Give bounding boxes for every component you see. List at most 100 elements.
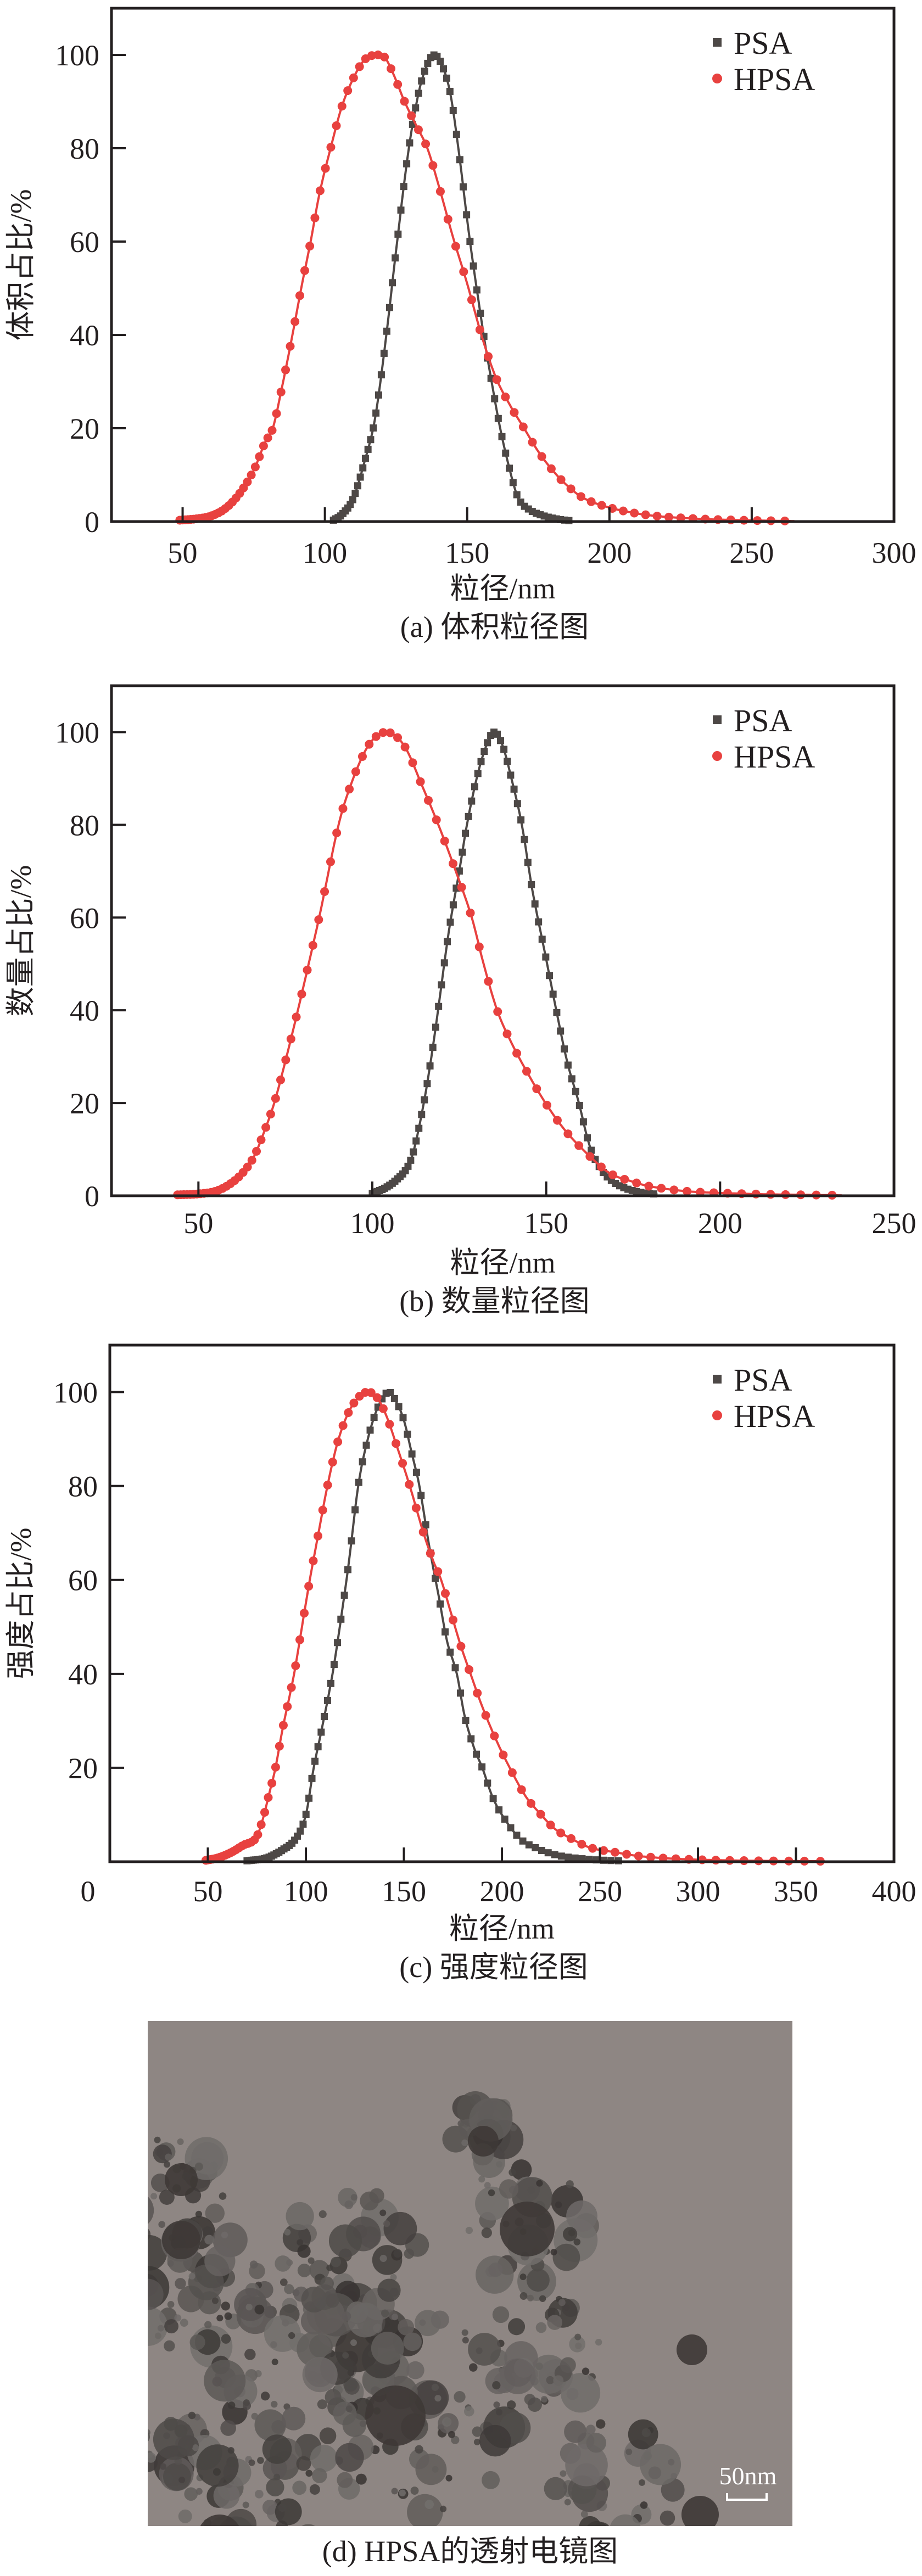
data-point-hpsa xyxy=(481,1711,490,1720)
data-point-hpsa xyxy=(315,186,325,195)
data-point-hpsa xyxy=(546,1821,555,1830)
y-tick-label: 80 xyxy=(70,132,99,165)
y-axis-label: 数量占比/% xyxy=(4,865,37,1017)
particle xyxy=(560,2470,567,2477)
particle xyxy=(163,2462,191,2491)
data-point-hpsa xyxy=(411,1503,421,1513)
particle xyxy=(539,2295,546,2302)
series-hpsa xyxy=(201,1388,825,1866)
x-axis-label: 粒径/nm xyxy=(449,1912,555,1945)
data-point-hpsa xyxy=(510,408,519,417)
particle xyxy=(292,2480,307,2495)
data-point-psa xyxy=(531,900,539,908)
particle xyxy=(325,2389,342,2406)
particle xyxy=(150,2193,158,2200)
data-point-hpsa xyxy=(380,52,389,61)
particle xyxy=(335,2443,364,2472)
x-axis-label: 粒径/nm xyxy=(450,1246,555,1279)
data-point-psa xyxy=(513,491,521,499)
data-point-hpsa xyxy=(393,80,403,89)
particle xyxy=(398,2319,415,2336)
data-point-psa xyxy=(437,58,444,65)
particle xyxy=(296,2456,311,2471)
particle xyxy=(393,2249,403,2258)
particle xyxy=(167,2301,175,2308)
data-point-hpsa xyxy=(630,508,639,518)
particle xyxy=(178,2476,186,2483)
particle xyxy=(566,2200,597,2232)
data-point-hpsa xyxy=(261,1123,271,1132)
data-point-hpsa xyxy=(418,1527,428,1537)
plot-frame xyxy=(110,684,896,1197)
y-tick-label: 60 xyxy=(68,1564,98,1597)
data-point-hpsa xyxy=(622,1850,632,1859)
data-point-hpsa xyxy=(250,462,260,472)
x-tick-label: 0 xyxy=(81,1875,96,1908)
data-point-hpsa xyxy=(243,1162,252,1172)
x-tick-label: 250 xyxy=(872,1207,917,1240)
data-point-psa xyxy=(406,139,413,147)
data-point-psa xyxy=(572,1088,579,1095)
particle xyxy=(211,2297,219,2304)
x-tick-label: 200 xyxy=(587,536,632,569)
y-axis-label: 强度占比/% xyxy=(4,1528,37,1679)
data-point-psa xyxy=(525,1841,533,1849)
data-point-hpsa xyxy=(449,859,458,869)
particle xyxy=(625,2448,633,2455)
particle xyxy=(488,2189,495,2197)
particle xyxy=(546,2376,555,2384)
particle xyxy=(407,2494,443,2526)
data-point-psa xyxy=(507,1824,515,1832)
data-point-psa xyxy=(538,1847,545,1855)
particle xyxy=(511,2159,532,2180)
series-line-hpsa xyxy=(205,1391,824,1863)
particle xyxy=(519,2292,528,2300)
data-point-psa xyxy=(297,1827,304,1835)
data-point-hpsa xyxy=(532,1084,541,1094)
particle xyxy=(365,2385,426,2446)
scale-bar-label: 50nm xyxy=(719,2462,777,2490)
data-point-hpsa xyxy=(259,441,268,451)
data-point-hpsa xyxy=(365,740,374,749)
legend-marker-psa xyxy=(713,715,722,724)
particle xyxy=(566,2180,574,2188)
data-point-hpsa xyxy=(408,758,417,768)
data-point-hpsa xyxy=(309,1556,318,1565)
data-point-hpsa xyxy=(501,393,510,402)
data-point-psa xyxy=(423,1080,431,1088)
particle xyxy=(280,2278,288,2286)
tem-particles xyxy=(148,2091,719,2526)
particle xyxy=(297,2244,311,2258)
x-tick-label: 50 xyxy=(193,1875,223,1908)
particle xyxy=(204,2245,236,2277)
particle xyxy=(510,2125,517,2132)
data-point-psa xyxy=(362,1441,370,1449)
data-point-hpsa xyxy=(696,1188,705,1197)
data-point-hpsa xyxy=(484,977,493,986)
data-point-hpsa xyxy=(281,1055,290,1065)
data-point-hpsa xyxy=(456,1642,466,1651)
particle xyxy=(445,2474,452,2482)
data-point-hpsa xyxy=(467,295,476,305)
particle xyxy=(585,2424,596,2435)
data-point-psa xyxy=(538,936,546,943)
data-point-hpsa xyxy=(272,409,281,418)
particle xyxy=(360,2191,379,2211)
particle xyxy=(587,2521,607,2526)
data-point-hpsa xyxy=(295,291,304,300)
particle xyxy=(337,2472,353,2488)
particle xyxy=(493,2401,500,2409)
x-tick-label: 100 xyxy=(350,1207,395,1240)
data-point-psa xyxy=(385,304,393,311)
data-point-hpsa xyxy=(281,365,290,374)
particle xyxy=(221,2301,230,2311)
y-tick-label: 20 xyxy=(70,1087,99,1120)
x-tick-label: 150 xyxy=(524,1207,568,1240)
particle xyxy=(582,2367,590,2375)
particle xyxy=(319,2427,337,2444)
data-point-psa xyxy=(442,1628,449,1636)
data-point-hpsa xyxy=(387,64,396,74)
data-point-hpsa xyxy=(413,125,423,135)
data-point-psa xyxy=(356,473,364,481)
